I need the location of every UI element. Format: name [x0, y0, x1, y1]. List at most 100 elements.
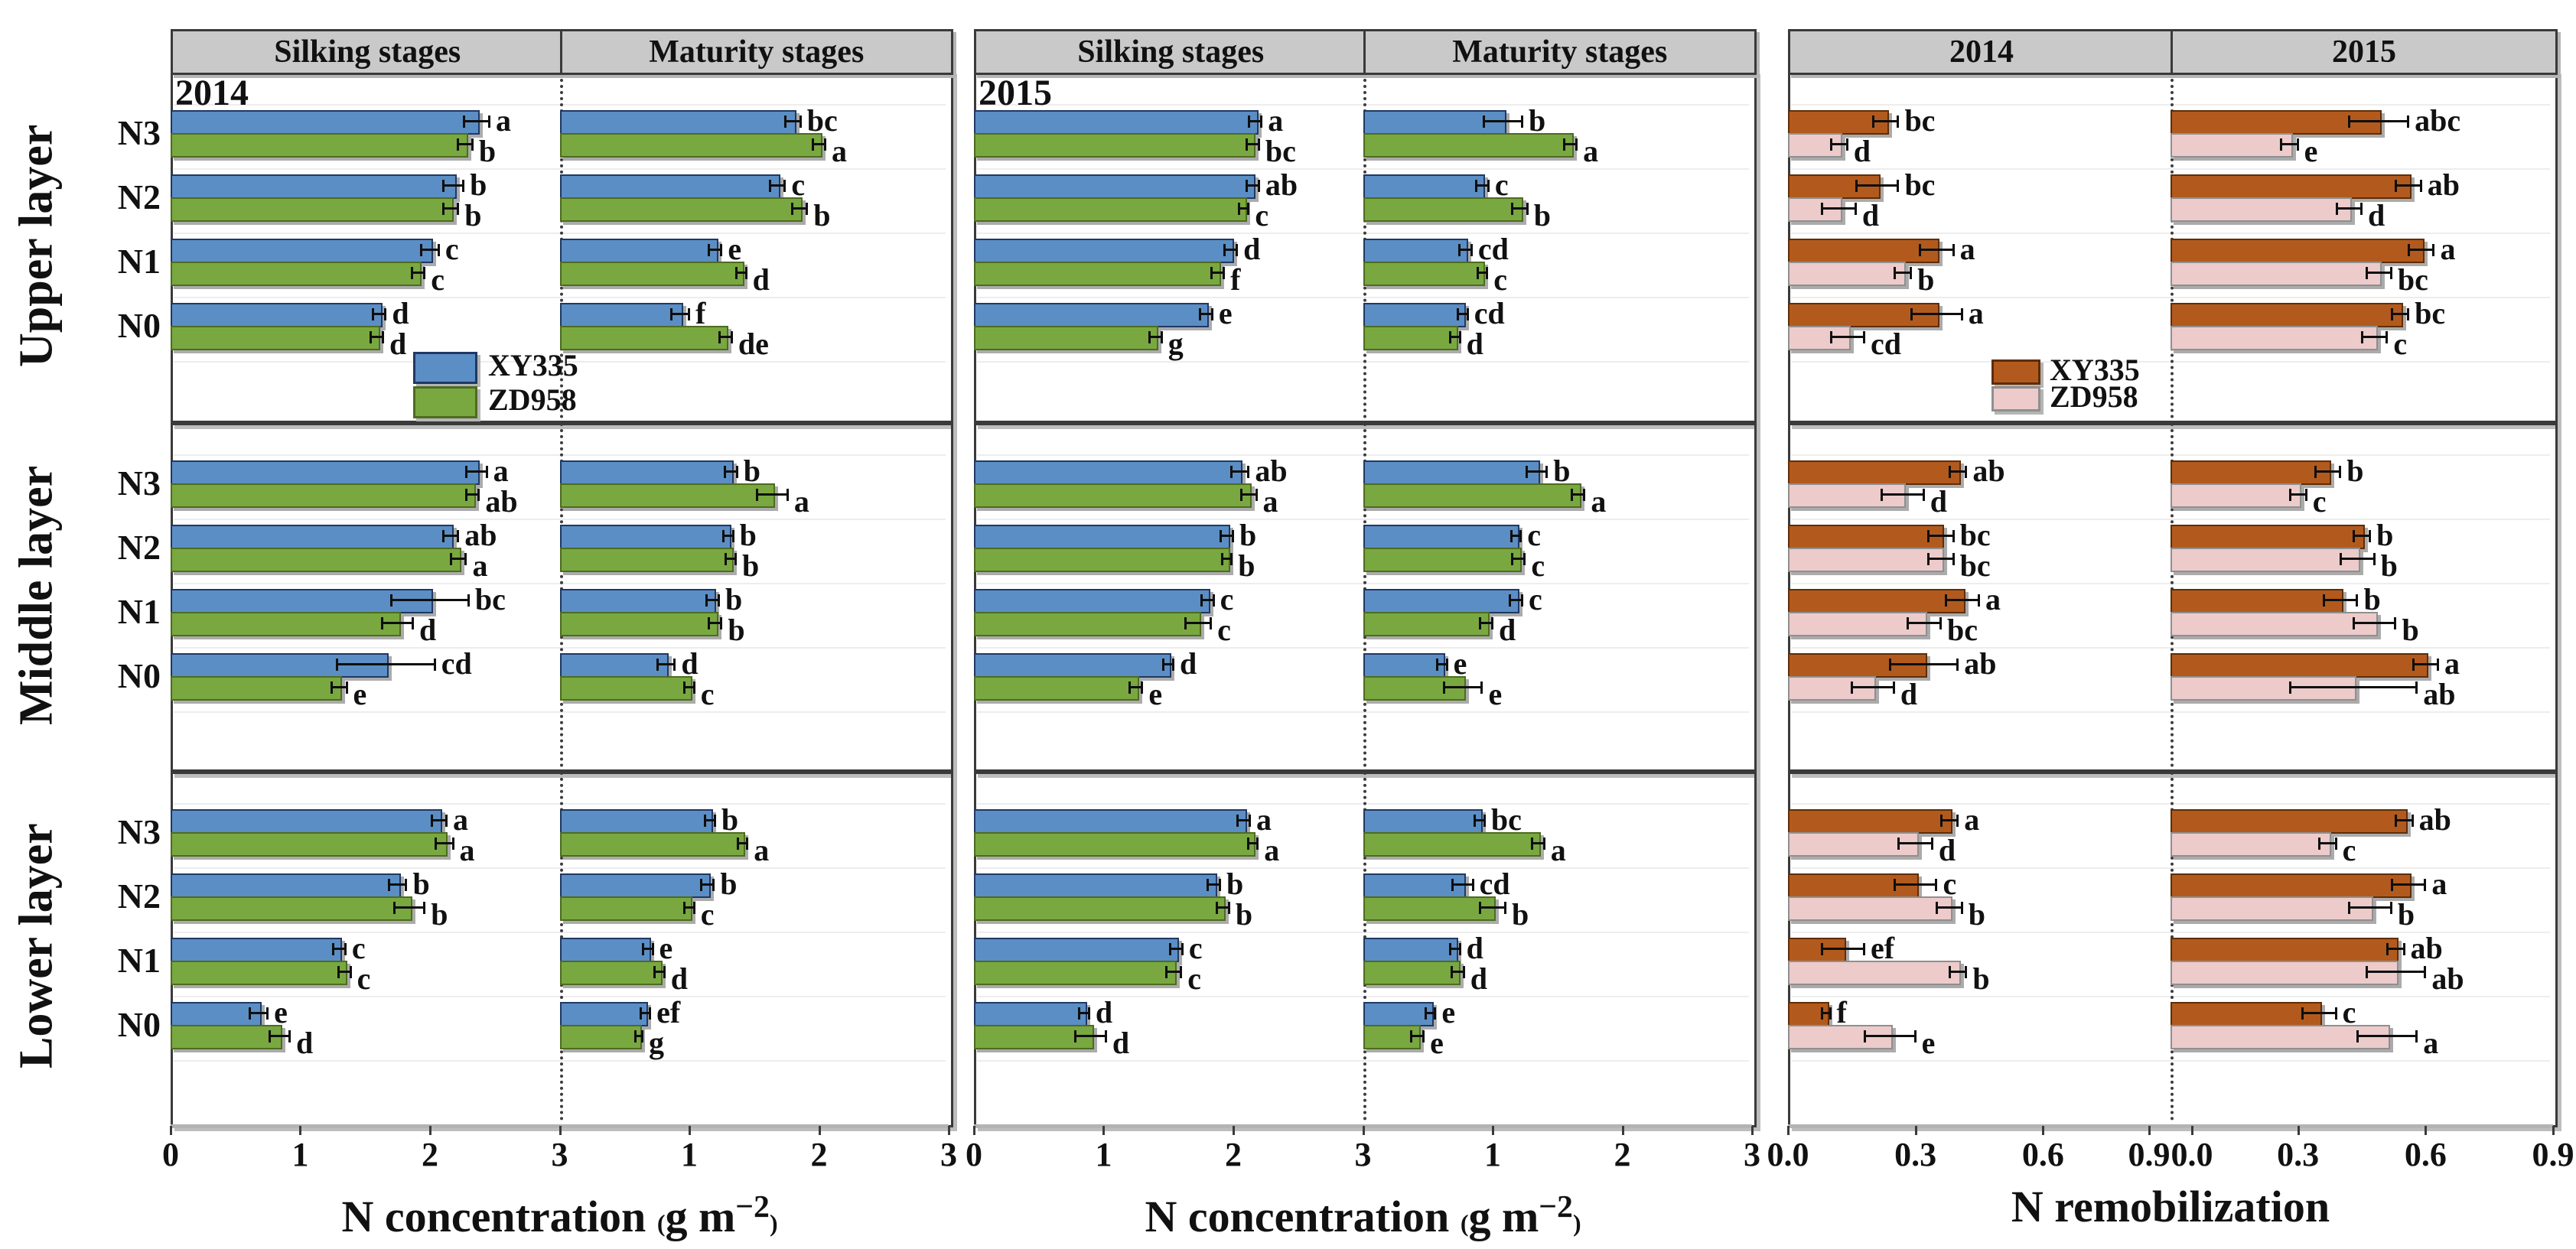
- bar-xy335: [171, 174, 457, 199]
- error-bar-cap: [1872, 115, 1875, 128]
- error-bar: [1894, 272, 1912, 274]
- error-bar-cap: [1487, 180, 1490, 192]
- bar-xy335: [974, 303, 1210, 327]
- bar-zd958: [559, 896, 692, 921]
- bar-zd958: [171, 676, 343, 701]
- error-bar: [1822, 948, 1864, 950]
- error-bar-cap: [1210, 617, 1213, 629]
- bar-zd958: [1788, 832, 1919, 857]
- error-bar-cap: [1237, 203, 1240, 215]
- bar-xy335: [1788, 938, 1847, 962]
- sig-letter: a: [1959, 232, 1975, 266]
- sig-letter: c: [431, 262, 445, 297]
- bar-zd958: [171, 326, 380, 350]
- error-bar-cap: [725, 553, 728, 565]
- error-bar-cap: [1457, 244, 1461, 256]
- error-bar-cap: [2352, 617, 2355, 629]
- error-bar: [1129, 686, 1143, 688]
- error-bar-cap: [434, 838, 437, 850]
- error-bar-cap: [381, 331, 384, 343]
- sig-letter: b: [1239, 518, 1257, 552]
- error-bar-cap: [1960, 902, 1963, 914]
- error-bar: [757, 493, 788, 496]
- error-bar-cap: [266, 1007, 269, 1020]
- error-bar: [331, 686, 347, 688]
- bar-zd958: [1363, 133, 1574, 158]
- error-bar: [1474, 819, 1485, 821]
- bar-zd958: [559, 676, 692, 701]
- sig-letter: cd: [1477, 232, 1509, 266]
- error-bar-cap: [1864, 1030, 1866, 1042]
- error-bar-cap: [451, 838, 454, 850]
- bar-zd958: [2171, 548, 2361, 572]
- error-bar-cap: [656, 659, 659, 671]
- error-bar-cap: [1571, 489, 1574, 501]
- sig-letter: bc: [1959, 518, 1991, 552]
- error-bar: [723, 535, 734, 537]
- bar-xy335: [974, 809, 1247, 834]
- error-bar-cap: [2402, 943, 2405, 955]
- sig-letter: d: [1095, 995, 1113, 1029]
- error-bar-cap: [387, 879, 390, 891]
- error-bar-cap: [1256, 838, 1259, 850]
- error-bar-cap: [1104, 1030, 1107, 1042]
- sig-letter: c: [2342, 833, 2356, 867]
- error-bar-cap: [736, 838, 739, 850]
- tick-mark: [1751, 1126, 1754, 1135]
- sig-letter: ab: [1255, 454, 1288, 488]
- error-bar-cap: [445, 815, 448, 827]
- bar-zd958: [559, 262, 744, 286]
- tick-mark: [299, 1126, 302, 1135]
- sig-letter: bc: [806, 103, 838, 138]
- error-bar-cap: [1965, 966, 1968, 978]
- tick-label: 0.3: [2277, 1136, 2320, 1173]
- bar-zd958: [1363, 832, 1542, 857]
- error-bar-cap: [433, 659, 436, 671]
- error-bar-cap: [1449, 331, 1452, 343]
- category-label-n0: N0: [117, 656, 161, 695]
- bar-zd958: [974, 1025, 1094, 1049]
- bar-xy335: [1363, 110, 1506, 135]
- error-bar-cap: [249, 1007, 252, 1020]
- error-bar: [451, 558, 467, 560]
- error-bar-cap: [288, 1030, 291, 1042]
- bar-zd958: [1788, 1025, 1894, 1049]
- bar-xy335: [974, 873, 1217, 898]
- error-bar-cap: [2372, 553, 2376, 565]
- error-bar-cap: [746, 838, 749, 850]
- tick-label: 0.9: [2532, 1136, 2574, 1173]
- error-bar: [1509, 599, 1522, 601]
- error-bar-cap: [1247, 466, 1250, 478]
- error-bar: [2281, 143, 2298, 145]
- category-label-n0: N0: [117, 306, 161, 345]
- bar-xy335: [1363, 1002, 1434, 1026]
- error-bar: [442, 207, 459, 210]
- sig-letter: c: [700, 677, 715, 711]
- error-bar-cap: [1181, 943, 1184, 955]
- error-bar-cap: [1410, 1030, 1413, 1042]
- error-bar-cap: [731, 530, 734, 542]
- tick-mark: [1362, 1126, 1365, 1135]
- error-bar-cap: [457, 530, 460, 542]
- sig-letter: c: [1527, 518, 1542, 552]
- error-bar: [1907, 622, 1941, 624]
- error-bar: [1864, 1035, 1916, 1037]
- error-bar-cap: [2432, 244, 2435, 256]
- error-bar: [1480, 622, 1493, 624]
- tick-label: 0.3: [1894, 1136, 1937, 1173]
- bar-xy335: [559, 174, 781, 199]
- error-bar-cap: [1248, 115, 1251, 128]
- error-bar: [684, 686, 695, 688]
- legend-label: ZD958: [2050, 379, 2138, 414]
- error-bar-cap: [683, 902, 686, 914]
- error-bar-cap: [1491, 617, 1493, 629]
- error-bar-cap: [692, 902, 695, 914]
- legend-label: ZD958: [488, 382, 577, 417]
- sig-letter: b: [1917, 262, 1935, 297]
- bar-xy335: [974, 1002, 1088, 1026]
- error-bar-cap: [1424, 1007, 1427, 1020]
- category-label-n1: N1: [117, 242, 161, 281]
- bar-xy335: [974, 589, 1211, 613]
- error-bar-cap: [651, 943, 654, 955]
- sig-letter: c: [1493, 262, 1507, 297]
